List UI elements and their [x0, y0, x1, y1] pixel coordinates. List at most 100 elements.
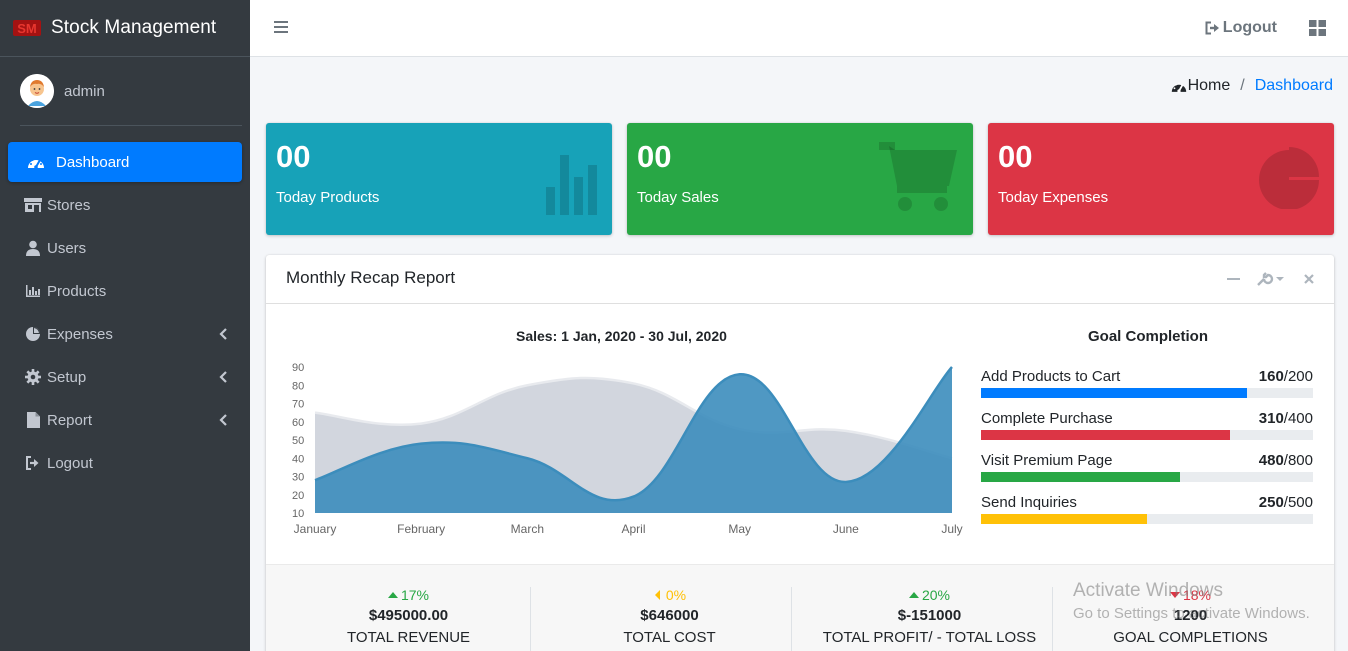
stat-goal-completions: 18% 1200 GOAL COMPLETIONS — [1060, 587, 1321, 646]
header-logout-label: Logout — [1222, 19, 1277, 36]
today-sales-box[interactable]: 00 Today Sales — [627, 123, 973, 235]
avatar — [20, 74, 54, 108]
stat-label: TOTAL PROFIT/ - TOTAL LOSS — [822, 629, 1037, 646]
user-name[interactable]: admin — [64, 82, 105, 100]
sidebar-item-label: Logout — [47, 454, 93, 472]
goal-progress-fill — [981, 388, 1247, 398]
sign-out-icon — [1205, 21, 1219, 35]
sidebar-item-products[interactable]: Products — [8, 271, 242, 311]
stat-percentage: 0% — [539, 587, 800, 603]
sidebar-item-users[interactable]: Users — [8, 228, 242, 268]
tachometer-icon — [1171, 81, 1186, 93]
store-icon — [23, 196, 43, 214]
wrench-icon — [1257, 272, 1284, 286]
series-line-1 — [314, 366, 953, 502]
goal-label: Send Inquiries — [981, 494, 1077, 511]
goal-total: /400 — [1283, 410, 1313, 427]
bar-chart-icon — [546, 155, 597, 215]
sidebar: SM Stock Management admin Dashboard — [0, 0, 250, 651]
stat-pct-value: 0% — [665, 587, 687, 603]
stat-total-profit: 20% $-151000 TOTAL PROFIT/ - TOTAL LOSS — [799, 587, 1060, 646]
bar-chart-icon — [23, 282, 43, 300]
cart-icon — [879, 142, 957, 211]
sidebar-item-logout[interactable]: Logout — [8, 443, 242, 483]
stat-amount: $-151000 — [897, 607, 962, 624]
goal-progress-fill — [981, 514, 1147, 524]
sidebar-item-stores[interactable]: Stores — [8, 185, 242, 225]
sign-out-icon — [23, 454, 43, 472]
goal-value: 160 — [1258, 368, 1284, 385]
box-value: 00 — [637, 139, 672, 174]
stat-amount: $495000.00 — [368, 607, 449, 624]
card-tools — [1226, 272, 1316, 286]
svg-text:SM: SM — [17, 21, 37, 36]
goal-value: 480 — [1258, 452, 1284, 469]
user-panel[interactable]: admin — [20, 57, 242, 126]
stat-divider — [791, 587, 792, 651]
goal-label: Complete Purchase — [981, 410, 1113, 427]
user-icon — [23, 239, 43, 257]
sidebar-item-setup[interactable]: Setup — [8, 357, 242, 397]
sidebar-item-expenses[interactable]: Expenses — [8, 314, 242, 354]
goal-progress-bar — [981, 472, 1313, 482]
grid-icon[interactable] — [1309, 20, 1326, 36]
breadcrumb-separator: / — [1240, 77, 1245, 94]
caret-left-icon — [653, 587, 663, 603]
sidebar-item-label: Products — [47, 282, 107, 300]
stat-percentage: 18% — [1060, 587, 1321, 603]
breadcrumb-home[interactable]: Home — [1170, 77, 1230, 95]
goal-progress-fill — [981, 430, 1230, 440]
chart-title: Sales: 1 Jan, 2020 - 30 Jul, 2020 — [516, 328, 727, 344]
stat-pct-value: 20% — [921, 587, 951, 603]
chevron-left-icon — [219, 328, 227, 340]
goal-value: 310 — [1258, 410, 1284, 427]
sidebar-item-label: Report — [47, 411, 93, 429]
goal-progress-bar — [981, 430, 1313, 440]
goal-add-to-cart: Add Products to Cart 160/200 — [981, 368, 1313, 398]
x-tick-label: February — [397, 522, 445, 536]
sidebar-item-report[interactable]: Report — [8, 400, 242, 440]
x-tick-label: July — [941, 522, 962, 536]
x-tick-label: January — [294, 522, 337, 536]
stat-label: GOAL COMPLETIONS — [1113, 629, 1268, 646]
y-tick-label: 50 — [292, 435, 304, 447]
collapse-button[interactable] — [1226, 272, 1240, 286]
sidebar-item-label: Users — [47, 239, 87, 257]
goal-progress-bar — [981, 388, 1313, 398]
stat-pct-value: 17% — [400, 587, 430, 603]
sidebar-item-label: Stores — [47, 196, 91, 214]
goal-complete-purchase: Complete Purchase 310/400 — [981, 410, 1313, 440]
sales-area-chart: 10 20 30 40 50 60 70 80 90 January February March Ap… — [292, 362, 963, 536]
goal-label: Visit Premium Page — [981, 452, 1113, 469]
caret-up-icon — [908, 587, 919, 603]
goal-completion-title: Goal Completion — [1088, 328, 1208, 345]
y-tick-label: 90 — [292, 362, 304, 374]
brand-link[interactable]: SM Stock Management — [0, 0, 250, 57]
stat-divider — [1052, 587, 1053, 651]
sidebar-item-label: Dashboard — [56, 153, 130, 171]
gear-icon — [23, 368, 43, 386]
box-value: 00 — [998, 139, 1033, 174]
remove-button[interactable] — [1302, 272, 1316, 286]
sidebar-item-dashboard[interactable]: Dashboard — [8, 142, 242, 182]
today-products-box[interactable]: 00 Today Products — [266, 123, 612, 235]
caret-up-icon — [387, 587, 398, 603]
tools-dropdown-button[interactable] — [1256, 272, 1286, 286]
header-logout-link[interactable]: Logout — [1205, 19, 1277, 37]
stat-amount: 1200 — [1173, 607, 1208, 624]
sidebar-item-label: Setup — [47, 368, 87, 386]
today-expenses-box[interactable]: 00 Today Expenses — [988, 123, 1334, 235]
stat-divider — [530, 587, 531, 651]
y-tick-label: 40 — [292, 453, 304, 465]
top-navbar: Logout — [250, 0, 1348, 57]
goal-value: 250 — [1258, 494, 1284, 511]
close-icon — [1304, 274, 1314, 284]
stat-label: TOTAL COST — [623, 629, 716, 646]
chevron-left-icon — [219, 371, 227, 383]
hamburger-menu-icon[interactable] — [274, 20, 288, 34]
stat-total-cost: 0% $646000 TOTAL COST — [539, 587, 800, 646]
series-area-1 — [315, 367, 952, 513]
series-line-0 — [314, 376, 953, 460]
minus-icon — [1226, 278, 1240, 280]
file-icon — [23, 411, 43, 429]
